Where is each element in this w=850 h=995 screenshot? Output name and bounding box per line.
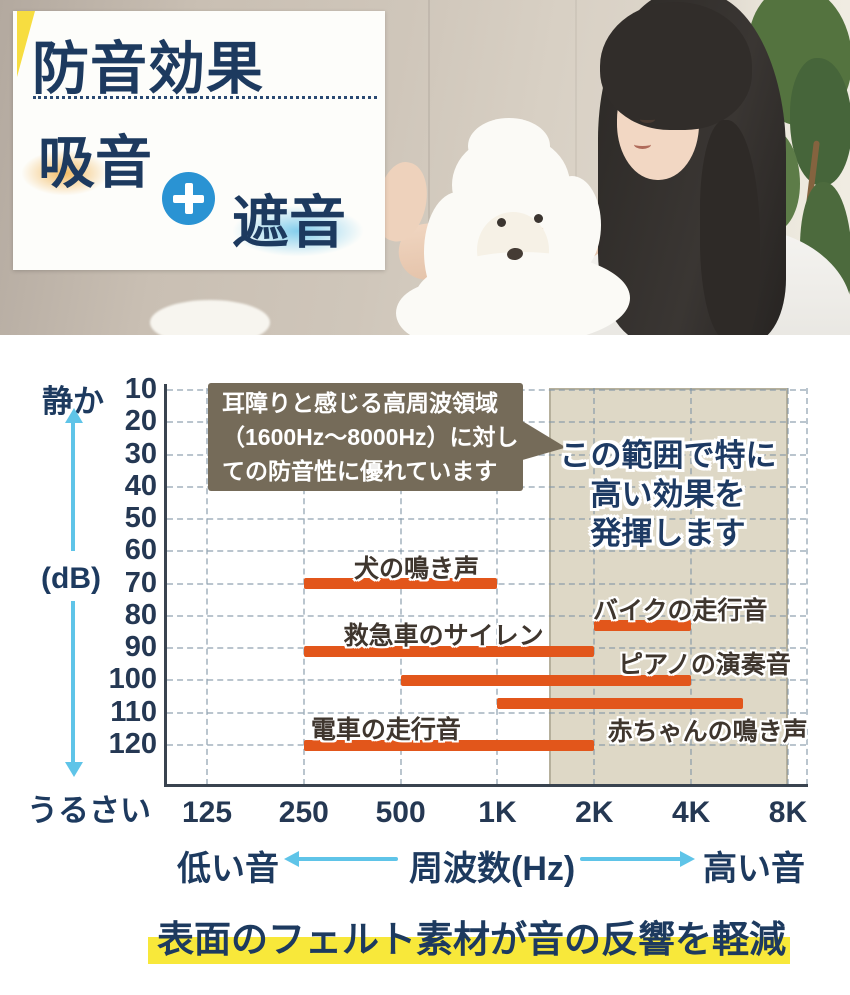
gridline-v: [593, 388, 596, 785]
db-arrow-line: [71, 601, 75, 765]
dog-topknot: [468, 118, 550, 174]
tooltip-line: （1600Hz～8000Hz）に対し: [222, 424, 519, 450]
y-tick-label: 30: [124, 437, 157, 470]
x-tick-label: 1K: [478, 796, 517, 829]
dog-eye: [534, 214, 543, 223]
y-tick-label: 110: [110, 695, 157, 728]
gridline-v: [206, 388, 208, 785]
x-axis-line: [164, 784, 808, 787]
sound-bar: [400, 674, 692, 686]
y-tick-label: 40: [124, 469, 157, 502]
arrow-right-icon: [680, 851, 695, 867]
db-unit-label: (dB): [41, 562, 101, 595]
x-tick-label: 125: [181, 796, 233, 829]
wall-seam: [428, 0, 430, 335]
db-arrow-line: [71, 421, 75, 551]
noisy-label: うるさい: [27, 793, 151, 828]
y-tick-label: 70: [124, 566, 157, 599]
block-label: 遮音: [232, 191, 346, 255]
sound-bar-label: 救急車のサイレン: [343, 622, 544, 651]
plant-leaf: [790, 58, 850, 186]
dog-leg: [396, 282, 491, 335]
frequency-axis-label: 周波数(Hz): [409, 850, 576, 888]
orange-glow: [9, 144, 121, 202]
y-tick-label: 10: [124, 373, 157, 405]
x-tick-label: 8K: [768, 796, 808, 829]
sound-bar-label: 犬の鳴き声: [353, 554, 479, 583]
banner-text: 表面のフェルト素材が音の反響を軽減: [157, 919, 786, 960]
arrow-left-icon: [284, 851, 299, 867]
gridline-v: [690, 388, 693, 785]
woman-hair: [600, 2, 752, 130]
freq-arrow-line: [296, 857, 398, 861]
y-tick-label: 90: [124, 631, 157, 664]
dog-tail-fluff: [150, 300, 270, 335]
gridline-h: [167, 518, 806, 521]
gridline-v: [496, 388, 499, 785]
freq-arrow-line: [580, 857, 682, 861]
sound-bar: [594, 620, 692, 632]
absorb-label: 吸音: [38, 131, 152, 195]
y-tick-label: 20: [124, 405, 157, 438]
woman-eye: [640, 116, 655, 123]
gridline-h: [167, 711, 806, 714]
x-tick-label: 250: [278, 796, 329, 829]
low-sound-label: 低い音: [177, 850, 279, 888]
dotted-divider: [33, 96, 377, 99]
gridline-h: [167, 550, 806, 553]
highlight-region-label: この範囲で特に 高い効果を 発揮します: [559, 438, 777, 551]
sound-bar: [303, 578, 498, 590]
woman-smile: [634, 140, 651, 149]
banner-highlight: [148, 937, 790, 964]
tooltip-line: ての防音性に優れています: [222, 458, 498, 484]
x-tick-label: 2K: [575, 796, 614, 829]
y-tick-label: 120: [108, 728, 157, 760]
y-axis-line: [164, 384, 167, 787]
gridline-h: [167, 614, 806, 617]
sound-bar-label: ピアノの演奏音: [618, 651, 791, 680]
x-tick-label: 500: [375, 796, 426, 829]
plus-icon: [162, 172, 215, 225]
gridline-v: [786, 388, 789, 785]
tooltip-callout: 耳障りと感じる高周波領域 （1600Hz～8000Hz）に対し ての防音性に優れ…: [208, 383, 523, 491]
arrow-up-icon: [65, 408, 83, 423]
woman-hair-strand: [700, 120, 760, 335]
y-tick-label: 100: [108, 663, 157, 696]
sound-bar: [303, 739, 595, 751]
x-tick-label: 4K: [671, 796, 711, 829]
sound-bar-label: 電車の走行音: [310, 716, 461, 744]
plot-right-border: [806, 388, 808, 785]
title-card: 防音効果 吸音 遮音: [9, 11, 385, 270]
arrow-down-icon: [65, 762, 83, 777]
y-tick-label: 50: [124, 502, 157, 535]
sound-bar-label: 赤ちゃんの鳴き声: [607, 718, 808, 747]
page-title: 防音効果: [32, 37, 264, 101]
blue-glow: [216, 199, 380, 263]
tooltip-line: 耳障りと感じる高周波領域: [222, 390, 498, 416]
sound-bar: [303, 645, 595, 657]
sound-bar: [497, 697, 744, 709]
dog-eye: [497, 218, 506, 227]
y-tick-label: 60: [124, 534, 157, 567]
hero-photo: 防音効果 吸音 遮音: [0, 0, 850, 335]
sound-bar-label: バイクの走行音: [592, 596, 768, 625]
wall-seam: [575, 0, 577, 335]
y-tick-label: 80: [124, 598, 157, 631]
high-sound-label: 高い音: [703, 850, 805, 888]
